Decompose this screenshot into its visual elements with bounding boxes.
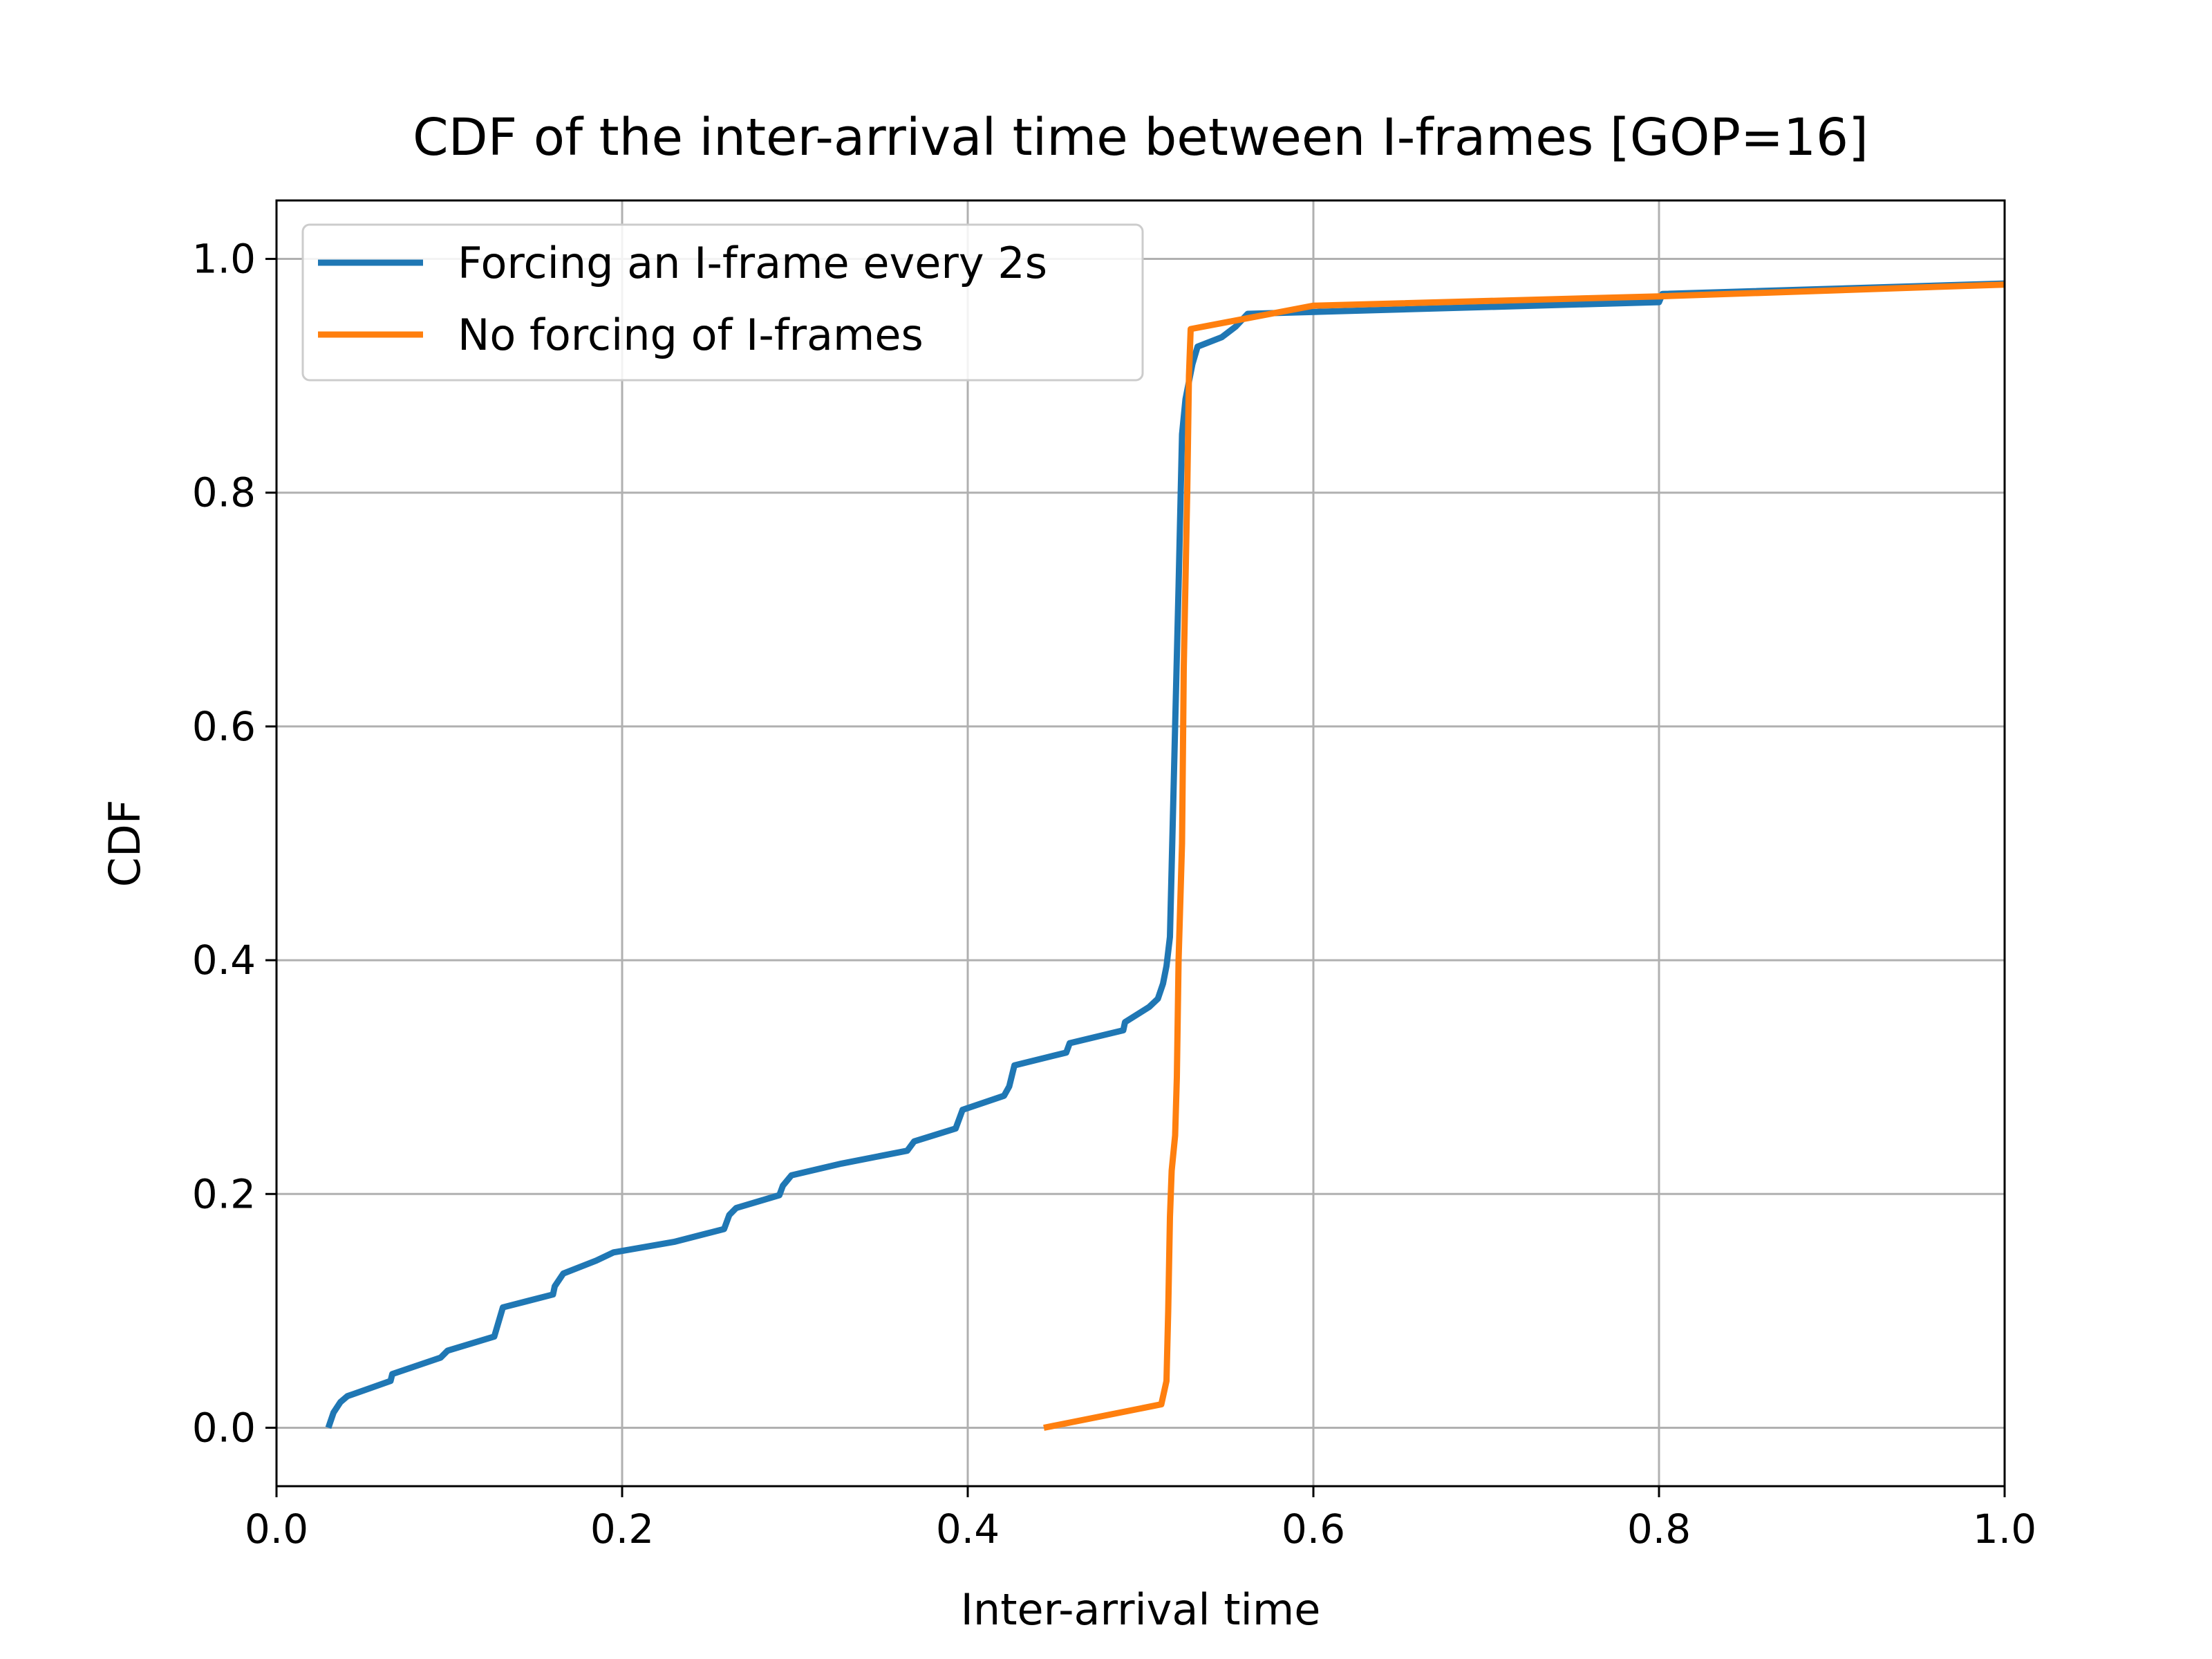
x-tick-label-3: 0.6 [1282, 1506, 1345, 1553]
y-tick-label-4: 0.8 [192, 469, 256, 516]
x-tick-label-0: 0.0 [245, 1506, 308, 1553]
x-tick-label-1: 0.2 [590, 1506, 654, 1553]
y-axis-ticks: 0.0 0.2 0.4 0.6 0.8 1.0 [192, 236, 276, 1451]
x-axis-label: Inter-arrival time [961, 1584, 1321, 1635]
legend: Forcing an I-frame every 2s No forcing o… [301, 223, 1144, 382]
grid [275, 200, 2006, 1486]
series-line-no-forcing [1043, 281, 2005, 1431]
legend-label-no-forcing: No forcing of I-frames [458, 310, 924, 360]
plot-frame [275, 199, 2006, 1488]
chart-title: CDF of the inter-arrival time between I-… [413, 108, 1868, 167]
x-tick-label-2: 0.4 [936, 1506, 1000, 1553]
x-tick-label-5: 1.0 [1973, 1506, 2036, 1553]
y-tick-label-5: 1.0 [192, 236, 256, 283]
y-tick-label-3: 0.6 [192, 703, 256, 750]
series-line-forcing [325, 280, 2005, 1429]
legend-box [301, 223, 1144, 382]
series-lines [325, 280, 2005, 1431]
y-tick-label-1: 0.2 [192, 1170, 256, 1217]
x-tick-label-4: 0.8 [1627, 1506, 1691, 1553]
x-axis-ticks: 0.0 0.2 0.4 0.6 0.8 1.0 [245, 1486, 2036, 1553]
y-tick-label-2: 0.4 [192, 937, 256, 984]
y-tick-label-0: 0.0 [192, 1404, 256, 1451]
y-axis-label: CDF [100, 800, 150, 888]
legend-label-forcing: Forcing an I-frame every 2s [458, 238, 1047, 288]
